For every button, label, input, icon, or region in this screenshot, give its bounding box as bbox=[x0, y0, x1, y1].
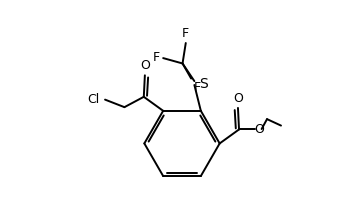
Text: O: O bbox=[254, 123, 264, 136]
Text: O: O bbox=[233, 92, 243, 105]
Text: F: F bbox=[182, 27, 189, 40]
Text: S: S bbox=[199, 77, 208, 91]
Text: F: F bbox=[194, 81, 201, 94]
Text: F: F bbox=[153, 51, 160, 63]
Text: Cl: Cl bbox=[87, 93, 99, 106]
Text: O: O bbox=[140, 59, 150, 72]
